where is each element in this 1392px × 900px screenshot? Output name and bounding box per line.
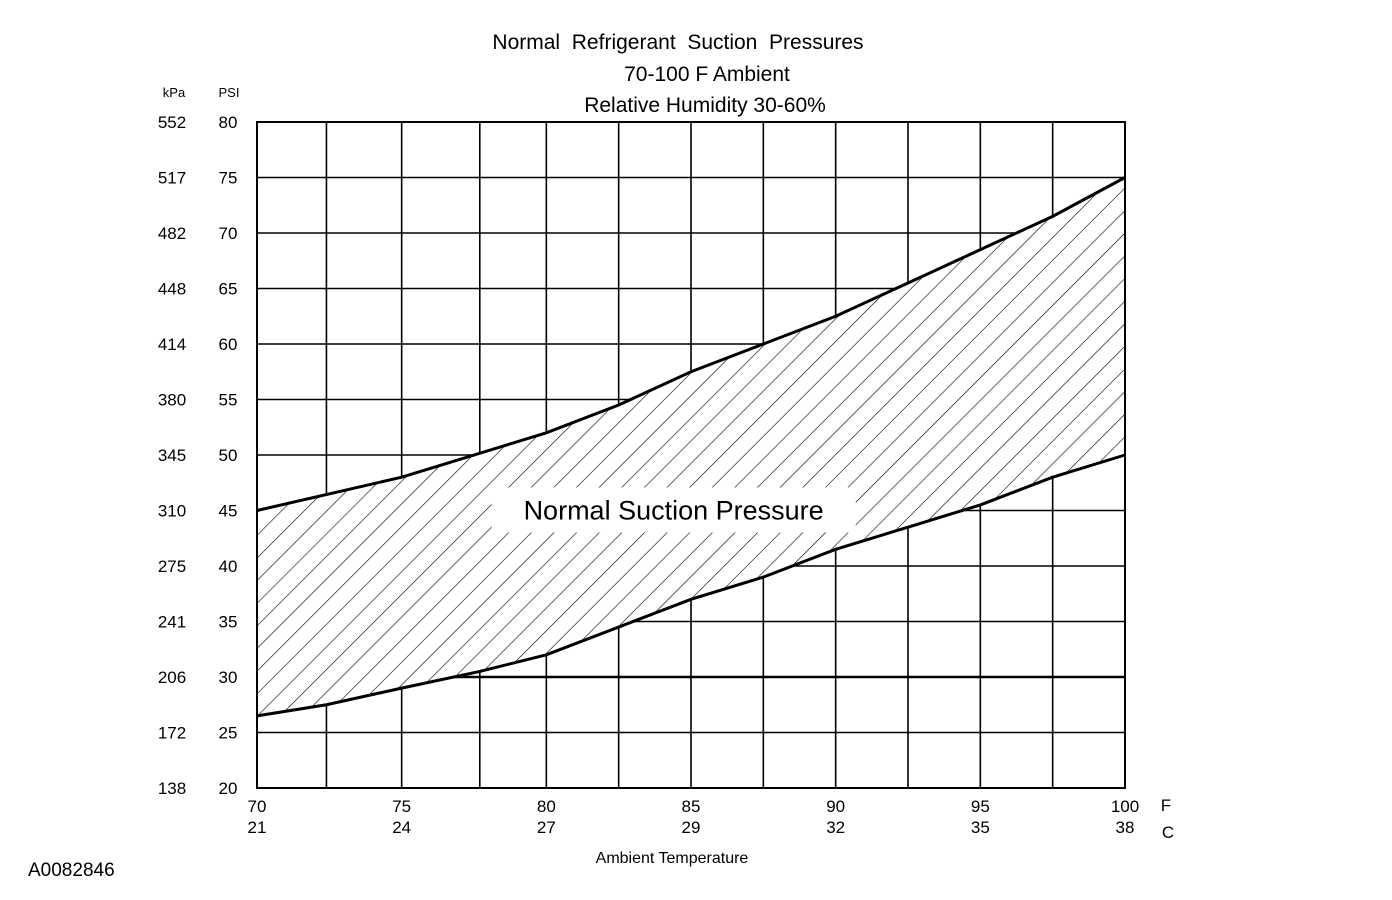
y-tick-psi: 35 — [219, 613, 238, 632]
y-tick-psi: 75 — [219, 169, 238, 188]
y-tick-kpa: 310 — [158, 502, 186, 521]
y-tick-psi: 20 — [219, 779, 238, 798]
normal-pressure-band — [256, 176, 1126, 718]
y-tick-psi: 30 — [219, 668, 238, 687]
x-tick-f: 85 — [682, 797, 701, 816]
y-tick-psi: 25 — [219, 724, 238, 743]
x-unit-c: C — [1162, 823, 1174, 842]
region-label-box — [491, 487, 856, 533]
y-tick-kpa: 414 — [158, 335, 186, 354]
y-tick-psi: 55 — [219, 391, 238, 410]
y-tick-kpa: 345 — [158, 446, 186, 465]
y-tick-kpa: 552 — [158, 113, 186, 132]
region-label-background — [491, 487, 856, 533]
y-tick-psi: 80 — [219, 113, 238, 132]
y-tick-labels: 80 552 75 517 70 482 65 448 60 414 55 380 50 345 45 310… — [158, 113, 238, 798]
x-axis-label: Ambient Temperature — [596, 850, 749, 867]
y-tick-kpa: 482 — [158, 224, 186, 243]
y-tick-kpa: 138 — [158, 779, 186, 798]
y-tick-kpa: 275 — [158, 557, 186, 576]
y-tick-kpa: 206 — [158, 668, 186, 687]
x-tick-f: 80 — [537, 797, 556, 816]
x-tick-c: 32 — [826, 818, 845, 837]
y-tick-psi: 45 — [219, 502, 238, 521]
x-tick-f: 70 — [248, 797, 267, 816]
figure-id: A0082846 — [28, 860, 115, 881]
plot-border — [256, 121, 1126, 789]
chart-subtitle-2: Relative Humidity 30-60% — [584, 94, 826, 117]
upper-boundary-line — [256, 176, 1126, 512]
x-tick-f: 100 — [1111, 797, 1139, 816]
x-tick-f: 95 — [971, 797, 990, 816]
y-tick-kpa: 380 — [158, 391, 186, 410]
x-tick-f: 90 — [826, 797, 845, 816]
x-unit-f: F — [1161, 796, 1171, 815]
y-tick-psi: 40 — [219, 557, 238, 576]
chart-title: Normal Refrigerant Suction Pressures — [492, 31, 863, 54]
x-tick-c: 35 — [971, 818, 990, 837]
y-tick-kpa: 517 — [158, 169, 186, 188]
x-tick-c: 21 — [248, 818, 267, 837]
y-unit-psi: PSI — [219, 85, 240, 100]
y-tick-kpa: 448 — [158, 280, 186, 299]
plot-frame — [256, 121, 1126, 789]
y-tick-psi: 70 — [219, 224, 238, 243]
x-tick-labels: 70 21 75 24 80 27 85 29 90 32 95 35 100 38 — [248, 797, 1140, 837]
x-tick-f: 75 — [392, 797, 411, 816]
y-tick-kpa: 241 — [158, 613, 186, 632]
x-tick-c: 38 — [1116, 818, 1135, 837]
region-label: Normal Suction Pressure — [524, 496, 824, 526]
y-unit-kpa: kPa — [163, 85, 186, 100]
band-hatch — [257, 177, 1125, 716]
chart-subtitle-1: 70-100 F Ambient — [624, 63, 790, 86]
y-tick-kpa: 172 — [158, 724, 186, 743]
y-tick-psi: 60 — [219, 335, 238, 354]
y-tick-psi: 65 — [219, 280, 238, 299]
lower-boundary-line — [256, 453, 1126, 718]
x-tick-c: 29 — [682, 818, 701, 837]
y-tick-psi: 50 — [219, 446, 238, 465]
x-tick-c: 24 — [392, 818, 411, 837]
x-tick-c: 27 — [537, 818, 556, 837]
